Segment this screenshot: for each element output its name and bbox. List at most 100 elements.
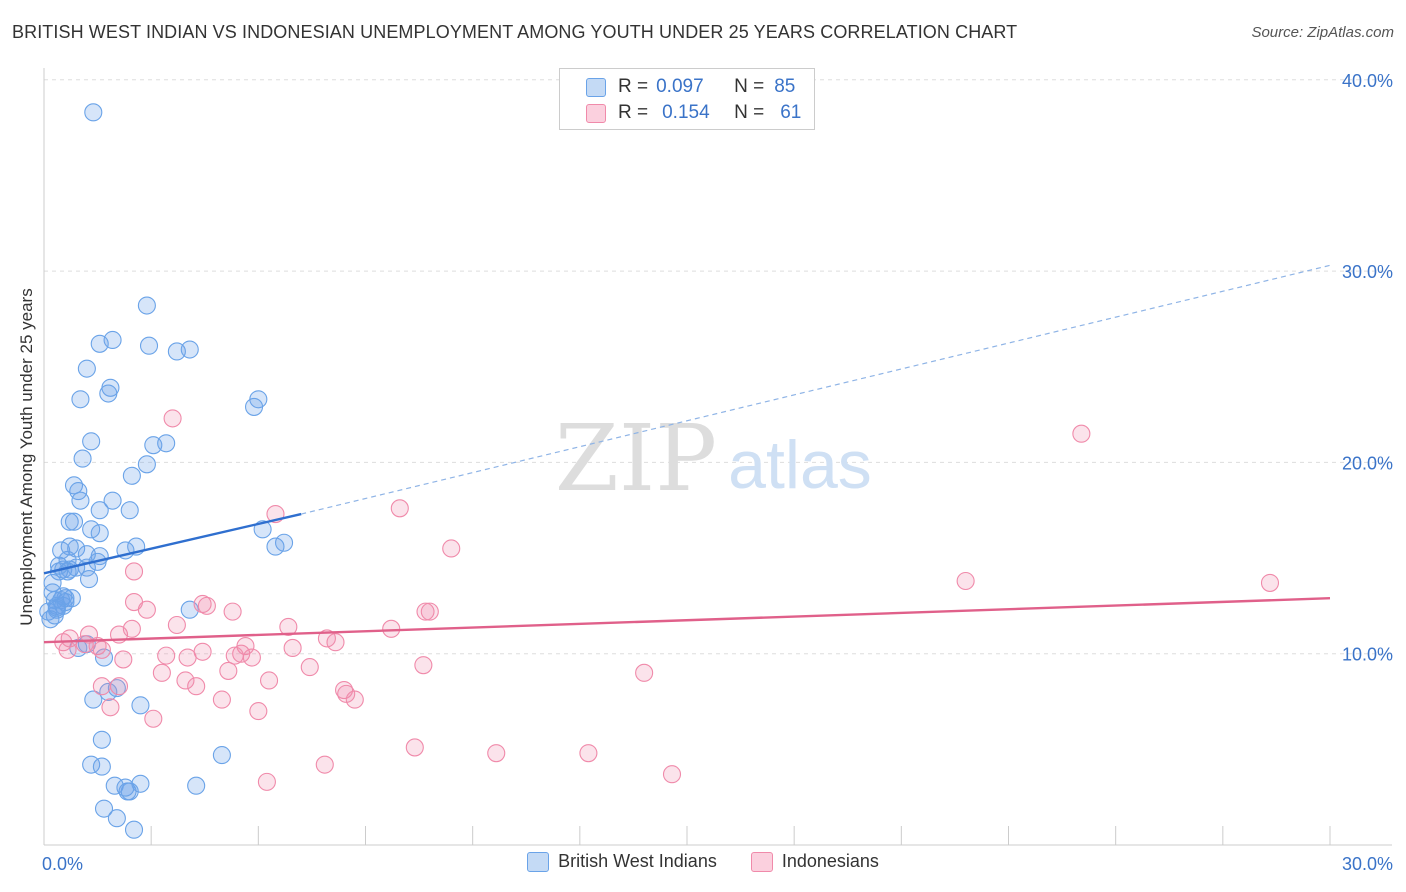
point-indonesians (442, 539, 461, 558)
stats-box: R = 0.097 N = 85 R = 0.154 N = 61 (559, 68, 815, 130)
point-indonesians (92, 640, 111, 659)
point-british-west-indians (54, 587, 73, 606)
point-british-west-indians (122, 466, 141, 485)
point-indonesians (163, 409, 182, 428)
point-indonesians (58, 640, 77, 659)
point-indonesians (242, 648, 261, 667)
point-british-west-indians (275, 533, 294, 552)
point-british-west-indians (84, 690, 103, 709)
point-british-west-indians (52, 541, 71, 560)
point-indonesians (157, 646, 176, 665)
point-british-west-indians (92, 730, 111, 749)
point-british-west-indians (103, 491, 122, 510)
point-british-west-indians (71, 390, 90, 409)
point-british-west-indians (94, 799, 114, 818)
point-british-west-indians (137, 296, 156, 315)
point-indonesians (382, 619, 401, 638)
y-tick-label: 40.0% (1342, 71, 1393, 91)
point-british-west-indians (99, 384, 118, 403)
point-indonesians (420, 602, 439, 621)
point-indonesians (956, 571, 975, 591)
point-british-west-indians (47, 598, 66, 617)
point-british-west-indians (137, 455, 156, 474)
stats-row-british-west-indians: R = 0.097 N = 85 (586, 75, 795, 99)
legend-label: British West Indians (558, 851, 717, 871)
n-value: 85 (774, 76, 796, 97)
point-british-west-indians (82, 520, 101, 539)
legend-item-indonesians: Indonesians (750, 851, 879, 872)
point-british-west-indians (71, 491, 90, 510)
point-indonesians (326, 633, 345, 652)
point-british-west-indians (90, 524, 109, 543)
legend-item-british-west-indians: British West Indians (527, 851, 717, 872)
point-british-west-indians (45, 606, 64, 625)
point-indonesians (152, 663, 171, 682)
r-value: 0.097 (656, 76, 704, 97)
point-indonesians (662, 765, 682, 784)
watermark-atlas: atlas (728, 427, 872, 503)
point-british-west-indians (84, 103, 103, 122)
point-british-west-indians (82, 432, 101, 451)
r-value: 0.154 (662, 102, 710, 123)
point-indonesians (167, 615, 186, 635)
watermark: ZIP atlas (555, 405, 872, 512)
point-indonesians (109, 677, 129, 696)
point-british-west-indians (124, 820, 144, 839)
point-british-west-indians (139, 336, 159, 355)
legend-swatch-pink (750, 851, 773, 872)
stats-swatch-pink (586, 103, 606, 123)
source-credit: Source: ZipAtlas.com (1251, 24, 1394, 41)
point-indonesians (259, 671, 279, 690)
point-indonesians (279, 617, 298, 636)
point-indonesians (416, 602, 435, 621)
point-british-west-indians (120, 501, 139, 520)
data-points (39, 103, 1280, 839)
y-tick-label: 20.0% (1342, 453, 1393, 473)
point-british-west-indians (244, 397, 264, 416)
watermark-zip: ZIP (555, 405, 717, 512)
point-indonesians (101, 698, 120, 717)
point-indonesians (257, 772, 276, 791)
point-british-west-indians (92, 757, 111, 776)
legend-swatch-blue (527, 851, 550, 872)
gridlines (44, 79, 1392, 655)
r-label: R = (618, 102, 649, 123)
point-indonesians (212, 690, 231, 709)
point-indonesians (487, 744, 506, 763)
trend-line-british-west-indians-extension (301, 264, 1331, 515)
point-indonesians (283, 638, 302, 658)
point-british-west-indians (116, 778, 135, 797)
n-label: N = (734, 102, 765, 123)
point-indonesians (176, 671, 195, 690)
point-indonesians (249, 702, 268, 721)
x-tick-label: 30.0% (1342, 854, 1393, 874)
point-british-west-indians (266, 537, 285, 556)
trend-lines (43, 264, 1331, 644)
point-british-west-indians (60, 512, 79, 531)
point-indonesians (75, 635, 94, 654)
point-british-west-indians (77, 545, 96, 564)
point-indonesians (124, 592, 144, 612)
point-indonesians (225, 646, 244, 665)
point-indonesians (92, 677, 111, 696)
point-indonesians (219, 661, 238, 680)
n-value: 61 (780, 102, 802, 123)
point-british-west-indians (157, 434, 176, 453)
x-tick-label: 0.0% (42, 854, 83, 874)
y-tick-label: 10.0% (1342, 645, 1393, 665)
chart-title: BRITISH WEST INDIAN VS INDONESIAN UNEMPL… (12, 22, 1018, 42)
trend-line-indonesians (43, 597, 1331, 644)
point-indonesians (232, 644, 251, 663)
point-indonesians (178, 648, 197, 667)
point-indonesians (193, 642, 212, 661)
point-british-west-indians (77, 359, 96, 378)
point-indonesians (579, 744, 598, 763)
stats-row-indonesians: R = 0.154 N = 61 (586, 101, 801, 125)
point-british-west-indians (90, 501, 109, 520)
r-label: R = (618, 76, 649, 97)
point-british-west-indians (64, 512, 84, 531)
point-indonesians (317, 629, 336, 648)
trend-line-british-west-indians (43, 512, 302, 575)
point-indonesians (223, 602, 242, 621)
